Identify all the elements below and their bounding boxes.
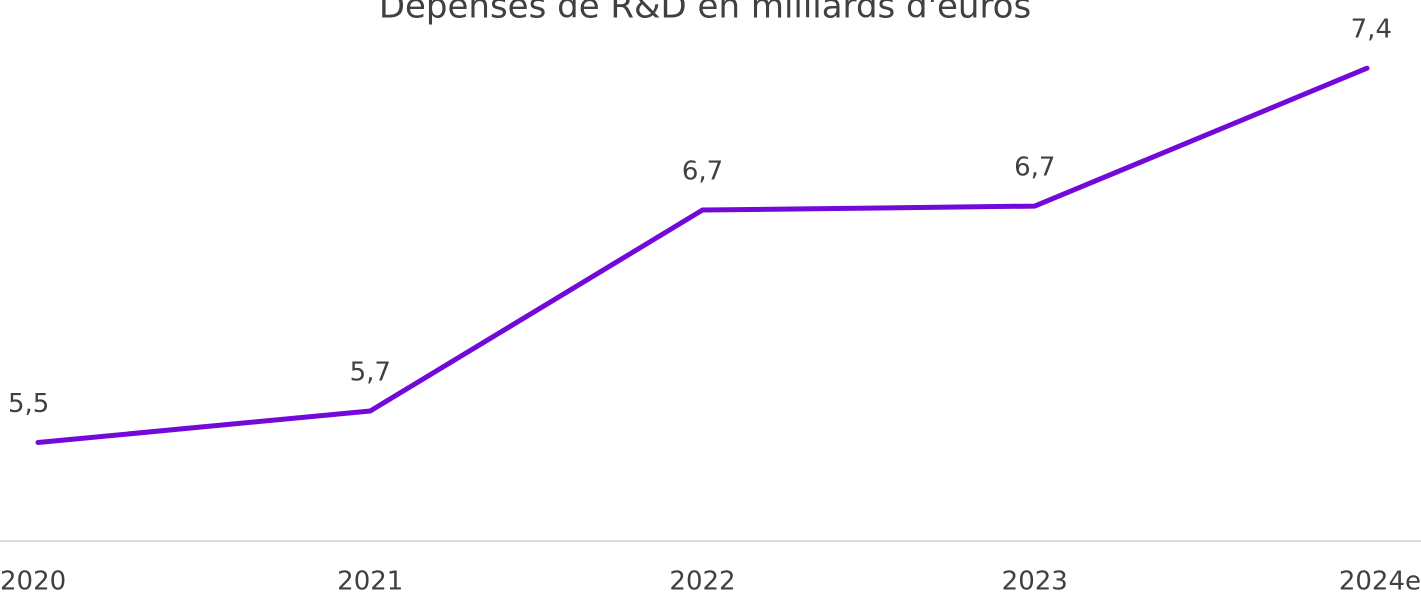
data-label: 6,7 bbox=[1014, 153, 1055, 183]
data-label: 5,7 bbox=[350, 357, 391, 387]
x-tick-label: 2021 bbox=[337, 567, 403, 597]
x-tick-label: 2022 bbox=[669, 567, 735, 597]
x-tick-label: 2020 bbox=[0, 567, 66, 597]
line-series bbox=[35, 65, 1370, 445]
x-tick-label: 2024e bbox=[1339, 567, 1421, 597]
data-label: 7,4 bbox=[1351, 15, 1392, 45]
x-tick-label: 2023 bbox=[1002, 567, 1068, 597]
data-label: 5,5 bbox=[8, 389, 49, 419]
data-label: 6,7 bbox=[682, 157, 723, 187]
chart-title: Dépenses de R&D en milliards d'euros bbox=[379, 0, 1031, 27]
